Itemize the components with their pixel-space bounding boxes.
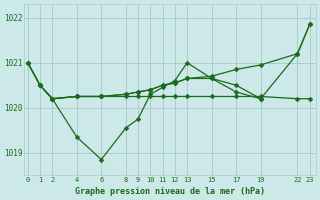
X-axis label: Graphe pression niveau de la mer (hPa): Graphe pression niveau de la mer (hPa) <box>75 187 265 196</box>
